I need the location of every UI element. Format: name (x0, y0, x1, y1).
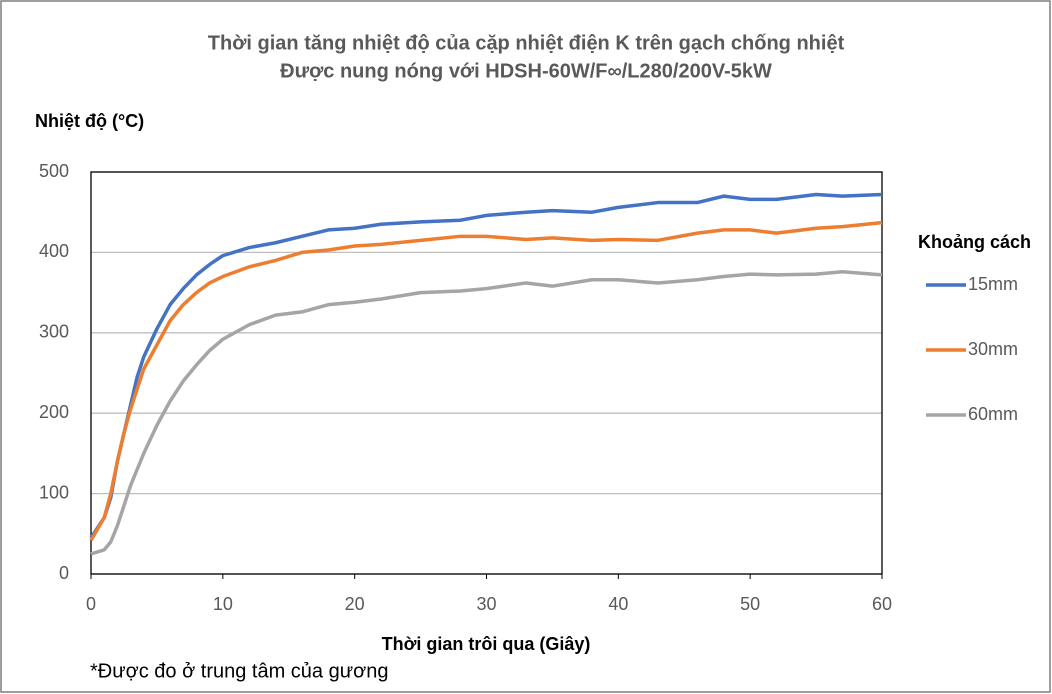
x-tick-label: 30 (476, 594, 496, 614)
x-tick-label: 40 (608, 594, 628, 614)
plot-frame (90, 171, 883, 575)
y-tick-label: 100 (39, 482, 69, 502)
y-tick-label: 300 (39, 322, 69, 342)
annotation: *Được đo ở trung tâm của gương (90, 660, 388, 682)
x-tick-label: 20 (345, 594, 365, 614)
x-tick-label: 60 (872, 594, 892, 614)
series-line (89, 220, 883, 542)
x-tick-label: 10 (213, 594, 233, 614)
y-tick-label: 500 (39, 161, 69, 181)
y-tick-label: 0 (59, 563, 69, 583)
legend-title: Khoảng cách (918, 232, 1031, 252)
y-tick-label: 400 (39, 241, 69, 261)
x-tick-label: 50 (740, 594, 760, 614)
legend-label: 30mm (968, 339, 1018, 359)
legend-label: 60mm (968, 404, 1018, 424)
chart-subtitle: Được nung nóng với HDSH-60W/F∞/L280/200V… (280, 60, 772, 82)
series-line (89, 192, 883, 539)
legend-label: 15mm (968, 274, 1018, 294)
chart-title: Thời gian tăng nhiệt độ của cặp nhiệt đi… (208, 32, 845, 54)
series-line (90, 269, 883, 556)
x-axis-label: Thời gian trôi qua (Giây) (382, 634, 591, 654)
y-tick-label: 200 (39, 402, 69, 422)
x-tick-label: 0 (86, 594, 96, 614)
y-axis-label: Nhiệt độ (°C) (35, 111, 144, 131)
